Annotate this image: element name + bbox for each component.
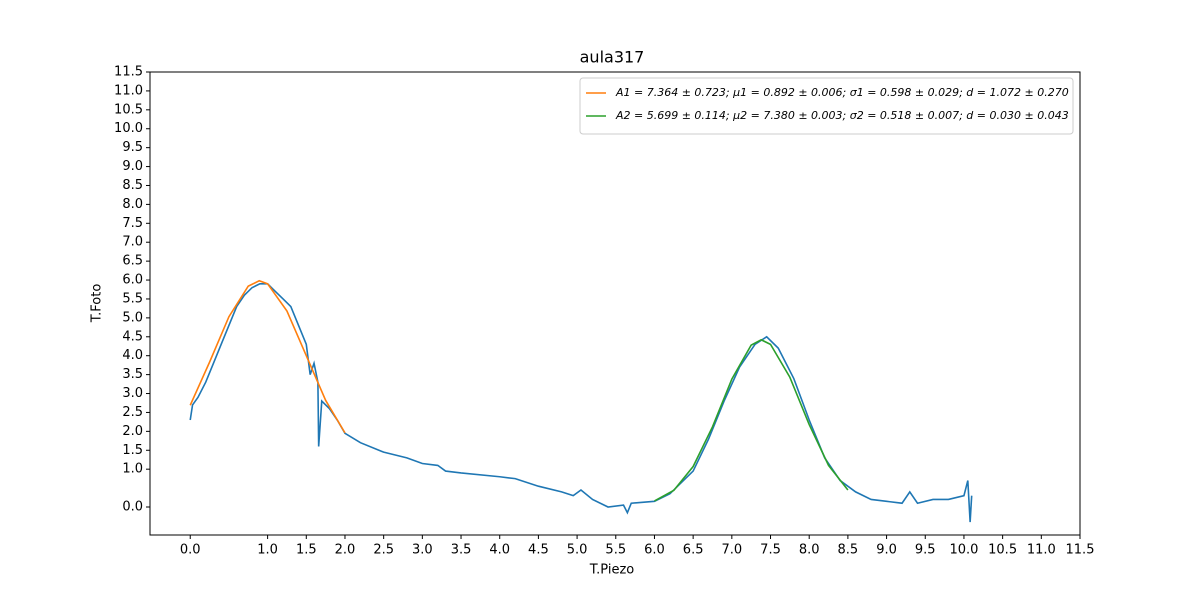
y-tick-label: 6.0 bbox=[122, 273, 143, 288]
legend-label: A2 = 5.699 ± 0.114; μ2 = 7.380 ± 0.003; … bbox=[615, 109, 1069, 122]
y-tick-label: 5.0 bbox=[122, 310, 143, 325]
y-tick-label: 8.5 bbox=[122, 178, 143, 193]
x-tick-label: 1.0 bbox=[257, 543, 278, 558]
plot-frame bbox=[149, 71, 1081, 536]
x-tick-label: 8.0 bbox=[799, 543, 820, 558]
y-tick-label: 2.0 bbox=[122, 424, 143, 439]
x-tick-label: 4.5 bbox=[528, 543, 549, 558]
x-tick-label: 5.5 bbox=[605, 543, 626, 558]
y-tick-label: 9.0 bbox=[122, 159, 143, 174]
x-tick-label: 4.0 bbox=[489, 543, 510, 558]
y-tick-label: 2.5 bbox=[122, 405, 143, 420]
y-tick-label: 7.5 bbox=[122, 216, 143, 231]
y-tick-label: 9.5 bbox=[122, 140, 143, 155]
y-tick-label: 11.5 bbox=[114, 65, 143, 80]
x-tick-label: 2.0 bbox=[335, 543, 356, 558]
y-tick-label: 11.0 bbox=[114, 83, 143, 98]
legend-box bbox=[579, 77, 1074, 135]
x-axis-label: T.Piezo bbox=[589, 563, 635, 578]
x-tick-label: 6.5 bbox=[683, 543, 704, 558]
y-tick-label: 10.5 bbox=[114, 102, 143, 117]
x-tick-label: 11.0 bbox=[1027, 543, 1056, 558]
x-tick-label: 0.0 bbox=[180, 543, 201, 558]
legend-label: A1 = 7.364 ± 0.723; μ1 = 0.892 ± 0.006; … bbox=[615, 86, 1069, 99]
x-tick-label: 6.0 bbox=[644, 543, 665, 558]
x-tick-label: 5.0 bbox=[567, 543, 588, 558]
y-tick-label: 5.5 bbox=[122, 291, 143, 306]
y-tick-label: 1.5 bbox=[122, 443, 143, 458]
x-tick-label: 10.5 bbox=[988, 543, 1017, 558]
legend: A1 = 7.364 ± 0.723; μ1 = 0.892 ± 0.006; … bbox=[579, 77, 1074, 135]
x-tick-label: 3.5 bbox=[451, 543, 472, 558]
y-tick-label: 4.0 bbox=[122, 348, 143, 363]
x-tick-label: 3.0 bbox=[412, 543, 433, 558]
y-tick-label: 3.5 bbox=[122, 367, 143, 382]
y-tick-label: 3.0 bbox=[122, 386, 143, 401]
x-tick-label: 1.5 bbox=[296, 543, 317, 558]
y-tick-label: 0.0 bbox=[122, 500, 143, 515]
y-tick-label: 8.0 bbox=[122, 197, 143, 212]
y-tick-label: 1.0 bbox=[122, 462, 143, 477]
x-tick-label: 8.5 bbox=[838, 543, 859, 558]
x-tick-label: 2.5 bbox=[373, 543, 394, 558]
y-tick-label: 6.5 bbox=[122, 254, 143, 269]
y-tick-label: 10.0 bbox=[114, 121, 143, 136]
data-line bbox=[189, 279, 346, 434]
y-axis-label: T.Foto bbox=[90, 284, 105, 324]
data-line bbox=[189, 283, 973, 523]
x-tick-label: 11.5 bbox=[1066, 543, 1095, 558]
x-tick-label: 7.5 bbox=[760, 543, 781, 558]
x-tick-label: 9.5 bbox=[915, 543, 936, 558]
data-line bbox=[654, 338, 849, 502]
x-tick-label: 9.0 bbox=[876, 543, 897, 558]
x-tick-label: 10.0 bbox=[949, 543, 978, 558]
y-tick-label: 7.0 bbox=[122, 235, 143, 250]
chart-title: aula317 bbox=[580, 48, 645, 67]
x-tick-label: 7.0 bbox=[721, 543, 742, 558]
y-tick-label: 4.5 bbox=[122, 329, 143, 344]
